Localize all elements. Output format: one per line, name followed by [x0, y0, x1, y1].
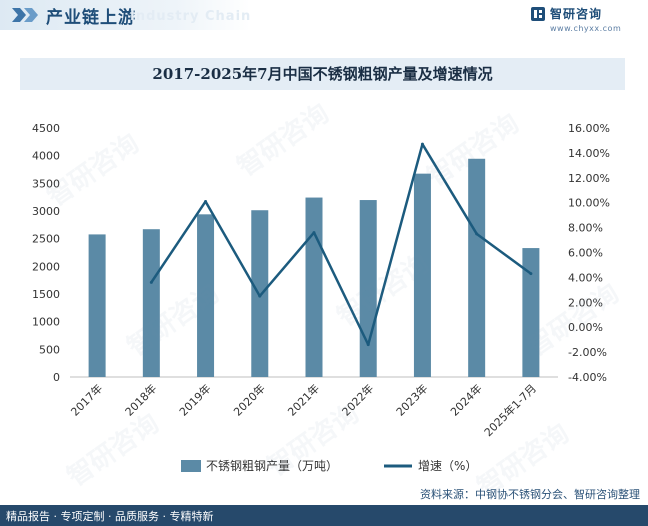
left-axis-tick-label: 2500: [32, 233, 60, 246]
growth-point: [204, 199, 208, 203]
x-axis-tick-label: 2023年: [393, 381, 430, 418]
left-axis-tick-label: 500: [39, 343, 60, 356]
x-axis-tick-label: 2017年: [68, 381, 105, 418]
right-axis-tick-label: -4.00%: [568, 371, 607, 384]
source-note: 资料来源：中钢协不锈钢分会、智研咨询整理: [420, 488, 640, 501]
growth-point: [529, 272, 533, 276]
left-axis-tick-label: 0: [53, 371, 60, 384]
left-axis-tick-label: 2000: [32, 260, 60, 273]
x-axis-tick-label: 2025年1-7月: [481, 381, 539, 439]
growth-point: [149, 280, 153, 284]
chart-title: 2017-2025年7月中国不锈钢粗钢产量及增速情况: [20, 58, 625, 90]
right-axis-tick-label: -2.00%: [568, 346, 607, 359]
bar: [468, 158, 486, 377]
right-axis-tick-label: 0.00%: [568, 321, 603, 334]
left-axis-tick-label: 3500: [32, 177, 60, 190]
x-axis-tick-label: 2018年: [122, 381, 159, 418]
right-axis-tick-label: 10.00%: [568, 197, 610, 210]
double-chevron-icon: [12, 8, 38, 22]
header-ghost-text: Industry Chain: [130, 9, 252, 24]
growth-line: [150, 142, 532, 346]
growth-point: [312, 231, 316, 235]
right-axis-tick-label: 6.00%: [568, 247, 603, 260]
brand: 智研咨询 www.chyxx.com: [530, 4, 640, 38]
bar: [197, 214, 215, 377]
left-axis-tick-label: 1000: [32, 316, 60, 329]
growth-point: [258, 294, 262, 298]
x-axis-tick-label: 2019年: [176, 381, 213, 418]
left-axis-tick-label: 4500: [32, 122, 60, 135]
right-axis-tick-label: 12.00%: [568, 172, 610, 185]
legend-bar-swatch: [181, 460, 201, 472]
right-axis-tick-label: 14.00%: [568, 147, 610, 160]
left-axis-tick-label: 3000: [32, 205, 60, 218]
x-axis-tick-label: 2024年: [447, 381, 484, 418]
right-axis-tick-label: 2.00%: [568, 296, 603, 309]
bar: [305, 197, 323, 377]
header-title: 产业链上游: [46, 8, 136, 28]
bar: [88, 234, 106, 377]
growth-point: [475, 232, 479, 236]
bar: [522, 248, 540, 377]
bar: [413, 173, 431, 377]
growth-point: [366, 343, 370, 347]
legend-bar-label: 不锈钢粗钢产量（万吨）: [206, 459, 338, 473]
x-axis-tick-label: 2021年: [285, 381, 322, 418]
footer-bar: 精品报告 · 专项定制 · 品质服务 · 专精特新: [0, 505, 648, 526]
brand-url: www.chyxx.com: [550, 24, 622, 33]
right-axis-tick-label: 8.00%: [568, 222, 603, 235]
brand-logo-icon: [531, 7, 545, 21]
footer-tagline: 精品报告 · 专项定制 · 品质服务 · 专精特新: [6, 510, 214, 523]
x-axis-tick-label: 2020年: [230, 381, 267, 418]
bar: [142, 229, 160, 377]
header-band: [0, 0, 250, 30]
growth-point: [420, 142, 424, 146]
right-axis-tick-label: 4.00%: [568, 271, 603, 284]
left-axis-tick-label: 4000: [32, 150, 60, 163]
legend-line-label: 增速（%）: [418, 459, 477, 473]
brand-name: 智研咨询: [550, 7, 603, 21]
x-axis-tick-label: 2022年: [339, 381, 376, 418]
left-axis-tick-label: 1500: [32, 288, 60, 301]
right-axis-tick-label: 16.00%: [568, 122, 610, 135]
bar: [359, 200, 377, 377]
header: 产业链上游 Industry Chain 智研咨询 www.chyxx.com: [0, 0, 648, 40]
